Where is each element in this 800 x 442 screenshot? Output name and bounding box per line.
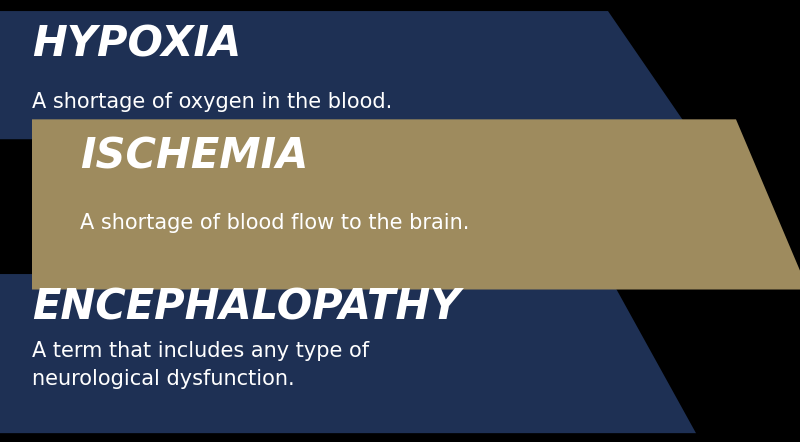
- Polygon shape: [32, 119, 800, 290]
- Text: ISCHEMIA: ISCHEMIA: [80, 136, 308, 178]
- Text: A shortage of blood flow to the brain.: A shortage of blood flow to the brain.: [80, 213, 470, 233]
- Text: HYPOXIA: HYPOXIA: [32, 23, 242, 65]
- Text: A shortage of oxygen in the blood.: A shortage of oxygen in the blood.: [32, 91, 392, 112]
- Text: A term that includes any type of
neurological dysfunction.: A term that includes any type of neurolo…: [32, 341, 369, 389]
- Polygon shape: [0, 274, 696, 433]
- Text: ENCEPHALOPATHY: ENCEPHALOPATHY: [32, 286, 460, 328]
- Polygon shape: [0, 11, 696, 139]
